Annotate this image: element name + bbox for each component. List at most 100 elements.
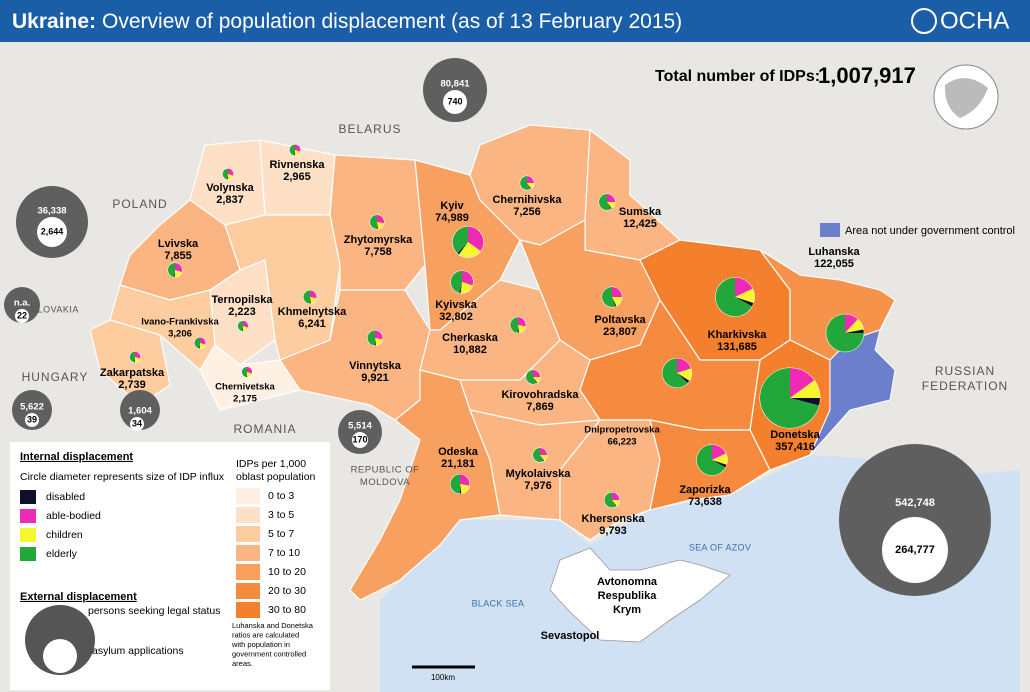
pie-slice	[715, 277, 752, 317]
oblast-name: Kyiv	[440, 200, 464, 212]
pie-slice	[518, 317, 526, 327]
density-swatch	[236, 507, 260, 523]
legend-key-swatch	[20, 528, 36, 542]
oblast-name: Volynska	[206, 182, 254, 194]
pie-slice	[612, 297, 622, 307]
pie-slice	[237, 320, 243, 332]
oblast-idps: 6,241	[298, 318, 326, 330]
pie-slice	[612, 287, 622, 297]
area-label: Area not under government control	[845, 225, 1015, 237]
oblast-name: Cherkaska	[442, 332, 499, 344]
globe-land	[944, 78, 988, 118]
oblast-idps: 10,882	[453, 344, 487, 356]
density-note: areas.	[232, 659, 253, 668]
oblast-name: Kirovohradska	[501, 389, 579, 401]
pie-slice	[228, 168, 234, 176]
pie-slice	[310, 290, 317, 299]
oblast-idps: 74,989	[435, 212, 469, 224]
pie-slice	[598, 193, 611, 211]
oblast-name: Donetska	[770, 429, 820, 441]
external-asylum-label: 22	[17, 310, 27, 320]
pie-slice	[527, 176, 534, 183]
density-title: oblast population	[236, 471, 316, 483]
pie-slice	[604, 492, 616, 508]
pie-slice	[241, 366, 247, 378]
pie-slice	[533, 377, 538, 384]
oblast-idps: 3,206	[168, 329, 192, 340]
oblast-idps: 73,638	[688, 496, 722, 508]
pie-slice	[790, 380, 820, 398]
density-swatch	[236, 583, 260, 599]
place-label: BELARUS	[338, 122, 401, 136]
legend-key-swatch	[20, 547, 36, 561]
pie-slice	[242, 326, 243, 332]
pie-slice	[520, 176, 531, 190]
external-asylum-label: 2,644	[41, 226, 64, 236]
external-asylum	[37, 217, 67, 247]
pie-slice	[696, 444, 726, 476]
oblast-idps: 32,802	[439, 311, 473, 323]
non-government-area	[809, 329, 896, 456]
legend-inner-circle	[43, 639, 77, 673]
oblast-idps: 23,807	[603, 326, 637, 338]
pie-slice	[450, 474, 460, 494]
external-seeking	[4, 287, 40, 323]
pie-slice	[295, 144, 301, 152]
pie-slice	[540, 447, 548, 455]
pie-slice	[712, 460, 727, 468]
legend-seeking: persons seeking legal status	[88, 605, 221, 617]
oblast-idps: 66,223	[607, 437, 636, 448]
oblast-idps: 357,416	[775, 441, 815, 453]
oblast-name: Kharkivska	[708, 329, 768, 341]
pie-slice	[532, 447, 544, 463]
title-rest: Overview of population displacement (as …	[102, 10, 682, 33]
density-note: ratios are calculated	[232, 630, 299, 639]
pie-slice	[607, 202, 612, 210]
place-label: SLOVAKIA	[31, 304, 79, 314]
external-asylum	[352, 432, 368, 448]
density-label: 0 to 3	[268, 490, 294, 502]
external-asylum-label: 170	[352, 434, 367, 444]
external-asylum	[443, 90, 467, 114]
place-label: Respublika	[598, 590, 658, 602]
pie-slice	[135, 357, 141, 363]
oblast-name: Chernivetska	[215, 382, 275, 393]
pie-slice	[468, 226, 484, 252]
density-note: Luhanska and Donetska	[232, 621, 314, 630]
oblast-idps: 2,223	[228, 306, 256, 318]
pie-slice	[459, 282, 462, 294]
pie-slice	[607, 202, 616, 209]
pie-slice	[129, 351, 135, 363]
pie-slice	[375, 338, 376, 346]
external-seeking-label: 80,841	[440, 79, 470, 90]
pie-slice	[826, 314, 864, 352]
density-swatch	[236, 545, 260, 561]
pie-slice	[458, 242, 481, 258]
oblast-name: Lvivska	[158, 238, 199, 250]
pie-slice	[518, 325, 526, 333]
title-bold: Ukraine:	[12, 10, 96, 33]
pie-slice	[533, 369, 541, 377]
density-label: 30 to 80	[268, 604, 306, 616]
pie-slice	[460, 484, 462, 494]
pie-slice	[527, 183, 534, 189]
area-swatch	[820, 223, 840, 237]
pie-slice	[175, 270, 182, 278]
pie-slice	[845, 314, 858, 333]
place-label: Sevastopol	[541, 630, 600, 642]
legend-key-swatch	[20, 509, 36, 523]
pie-slice	[607, 193, 616, 202]
pie-slice	[510, 317, 518, 333]
legend-asylum: asylum applications	[92, 645, 184, 657]
density-title: IDPs per 1,000	[236, 458, 306, 470]
oblast-idps: 122,055	[814, 258, 854, 270]
pie-slice	[677, 358, 691, 373]
pie-slice	[612, 492, 620, 500]
pie-slice	[735, 288, 755, 303]
oblast-name: Kyivska	[435, 299, 477, 311]
pie-slice	[303, 290, 310, 304]
external-asylum	[130, 417, 144, 431]
oblast-name: Sumska	[619, 206, 662, 218]
oblast-idps: 2,175	[233, 394, 257, 405]
legend-key-label: disabled	[46, 491, 85, 503]
